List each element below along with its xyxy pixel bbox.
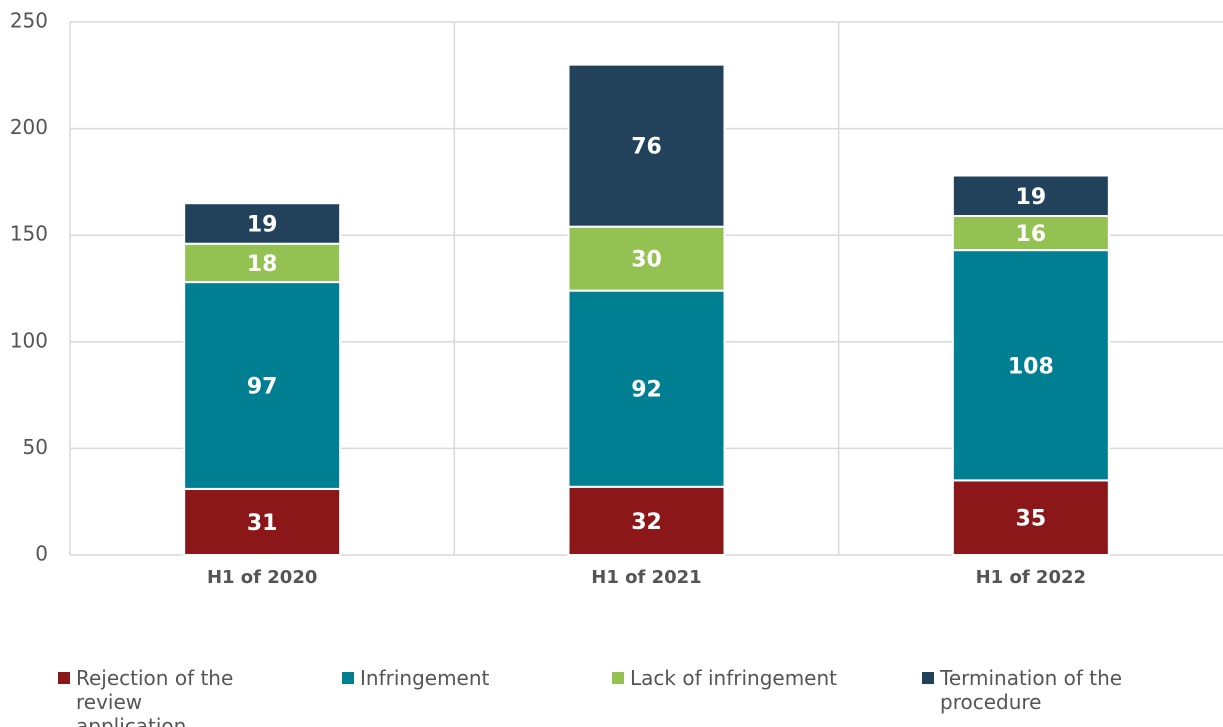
x-tick-label: H1 of 2021 xyxy=(591,567,701,588)
bar-segment xyxy=(183,281,342,490)
data-label: 30 xyxy=(631,248,662,273)
legend-item: Rejection of the review application xyxy=(58,666,258,727)
y-tick-label: 0 xyxy=(35,542,48,566)
data-label: 32 xyxy=(631,510,662,535)
data-label: 92 xyxy=(631,378,662,403)
legend-swatch xyxy=(342,672,354,684)
legend-label: Rejection of the review application xyxy=(76,666,234,727)
x-tick-label: H1 of 2020 xyxy=(207,567,317,588)
bar-segment xyxy=(567,63,726,228)
data-label: 19 xyxy=(247,212,278,237)
data-label: 31 xyxy=(247,511,278,536)
bar-segment xyxy=(951,174,1110,218)
y-tick-label: 150 xyxy=(10,222,48,246)
legend-swatch xyxy=(922,672,934,684)
bar-segment xyxy=(183,202,342,245)
data-label: 18 xyxy=(247,252,278,277)
bar-segment xyxy=(183,487,342,556)
bar-segment xyxy=(567,289,726,488)
bar-segment xyxy=(951,249,1110,482)
legend-label: Termination of the procedure xyxy=(940,666,1123,714)
legend-item: Infringement xyxy=(342,666,542,690)
legend-swatch xyxy=(58,672,70,684)
data-label: 76 xyxy=(631,135,662,160)
y-tick-label: 100 xyxy=(10,328,48,352)
data-label: 16 xyxy=(1016,222,1047,247)
data-label: 19 xyxy=(1016,185,1047,210)
legend-item: Lack of infringement xyxy=(612,666,872,690)
data-label: 35 xyxy=(1016,507,1047,532)
legend-swatch xyxy=(612,672,624,684)
bar-segment xyxy=(951,479,1110,557)
x-tick-label: H1 of 2022 xyxy=(976,567,1086,588)
data-label: 97 xyxy=(247,375,278,400)
legend-item: Termination of the procedure xyxy=(922,666,1162,714)
legend-label: Lack of infringement xyxy=(630,666,838,690)
legend-label: Infringement xyxy=(360,666,490,690)
y-tick-label: 250 xyxy=(10,9,48,33)
data-label: 108 xyxy=(1008,354,1054,379)
y-tick-label: 50 xyxy=(23,435,48,459)
chart: 0 50 100 150 200 250 H1 of 2020 31 97 18 19 H1 of 2… xyxy=(10,9,1223,588)
y-tick-label: 200 xyxy=(10,115,48,139)
